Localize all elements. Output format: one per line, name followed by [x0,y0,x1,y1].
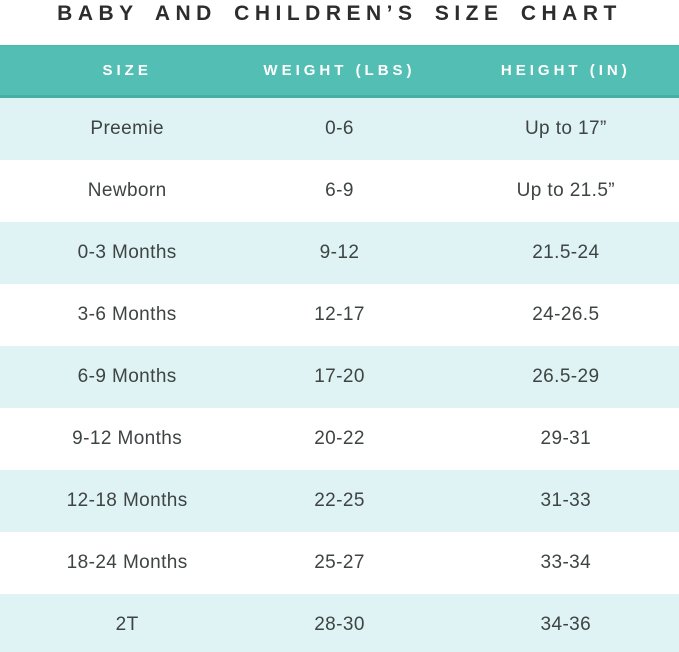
column-header-size: SIZE [0,45,227,98]
table-row: 12-18 Months 22-25 31-33 [0,470,679,532]
height-cell: 21.5-24 [532,242,600,263]
size-cell: Newborn [87,180,167,201]
weight-cell: 25-27 [314,552,365,573]
height-cell: Up to 17” [524,118,607,139]
size-cell: 18-24 Months [66,552,188,573]
height-cell: 29-31 [540,428,592,449]
size-cell: 12-18 Months [66,490,188,511]
column-header-height: HEIGHT (IN) [452,45,679,98]
table-row: 3-6 Months 12-17 24-26.5 [0,284,679,346]
weight-cell: 20-22 [314,428,365,449]
size-cell: Preemie [90,118,164,139]
table-row: 6-9 Months 17-20 26.5-29 [0,346,679,408]
table-row: 0-3 Months 9-12 21.5-24 [0,222,679,284]
table-row: Preemie 0-6 Up to 17” [0,96,679,160]
height-cell: 31-33 [540,490,592,511]
page-title: BABY AND CHILDREN’S SIZE CHART [57,2,622,25]
height-cell: Up to 21.5” [516,180,616,201]
size-cell: 0-3 Months [77,242,177,263]
table-row: 2T 28-30 34-36 [0,594,679,652]
height-cell: 33-34 [540,552,592,573]
size-chart-table: SIZE WEIGHT (LBS) HEIGHT (IN) Preemie 0-… [0,45,679,652]
table-row: 9-12 Months 20-22 29-31 [0,408,679,470]
weight-cell: 28-30 [314,614,365,635]
size-cell: 2T [115,614,139,635]
weight-cell: 12-17 [314,304,365,325]
size-cell: 6-9 Months [77,366,177,387]
table-header-row: SIZE WEIGHT (LBS) HEIGHT (IN) [0,45,679,98]
weight-cell: 0-6 [325,118,354,139]
height-cell: 24-26.5 [532,304,600,325]
table-row: 18-24 Months 25-27 33-34 [0,532,679,594]
height-cell: 34-36 [540,614,592,635]
weight-cell: 22-25 [314,490,365,511]
column-header-weight: WEIGHT (LBS) [226,45,453,98]
weight-cell: 9-12 [319,242,360,263]
height-cell: 26.5-29 [532,366,600,387]
size-cell: 9-12 Months [72,428,183,449]
weight-cell: 6-9 [325,180,354,201]
size-cell: 3-6 Months [77,304,177,325]
table-row: Newborn 6-9 Up to 21.5” [0,160,679,222]
weight-cell: 17-20 [314,366,365,387]
